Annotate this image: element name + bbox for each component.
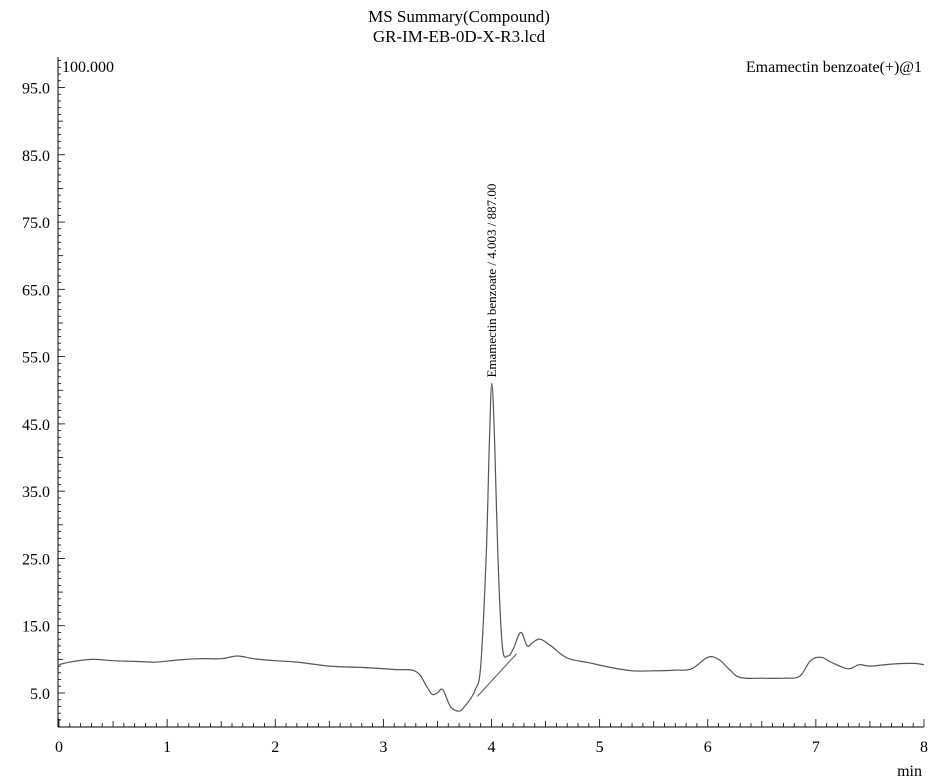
- y-tick-label: 45.0: [22, 417, 50, 434]
- x-tick-label: 5: [596, 739, 604, 756]
- x-tick-label: 3: [379, 739, 387, 756]
- x-tick-label: 1: [163, 739, 171, 756]
- y-tick-label: 85.0: [22, 148, 50, 165]
- y-tick-label: 75.0: [22, 215, 50, 232]
- x-tick-label: 8: [920, 739, 928, 756]
- x-tick-label: 4: [488, 739, 496, 756]
- trace-label: Emamectin benzoate(+)@1: [746, 59, 922, 76]
- x-tick-label: 6: [704, 739, 712, 756]
- x-axis-label: min: [897, 763, 922, 780]
- axis-ticks: [58, 60, 925, 727]
- peak-baseline: [477, 653, 517, 697]
- scale-label: 100.000: [62, 59, 114, 76]
- y-tick-label: 55.0: [22, 350, 50, 367]
- y-tick-label: 95.0: [22, 81, 50, 98]
- chart-subtitle: GR-IM-EB-0D-X-R3.lcd: [373, 27, 546, 46]
- y-tick-label: 65.0: [22, 282, 50, 299]
- y-tick-label: 35.0: [22, 484, 50, 501]
- y-tick-label: 5.0: [30, 686, 50, 703]
- x-tick-label: 0: [55, 739, 63, 756]
- chart-title: MS Summary(Compound): [368, 7, 550, 26]
- x-tick-label: 7: [812, 739, 820, 756]
- y-tick-label: 25.0: [22, 551, 50, 568]
- peak-layer: Emamectin benzoate / 4.003 / 887.00: [477, 184, 517, 697]
- x-tick-label: 2: [271, 739, 279, 756]
- axes: [57, 57, 924, 728]
- y-tick-label: 15.0: [22, 619, 50, 636]
- tick-labels: 5.0 15.0 25.0 35.0 45.0 55.0 65.0 75.0 85.0 95.0 0…: [22, 81, 928, 757]
- series-layer: [58, 382, 925, 712]
- series-line: [58, 382, 925, 712]
- peak-label: Emamectin benzoate / 4.003 / 887.00: [484, 184, 499, 378]
